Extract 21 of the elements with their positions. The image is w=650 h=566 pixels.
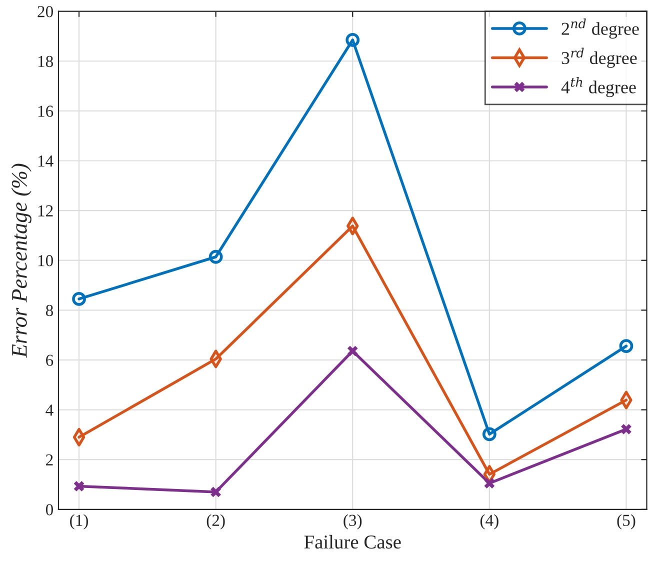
- x-tick-label: (1): [70, 514, 88, 530]
- legend-label: 3$^{rd}$ degree: [562, 48, 637, 68]
- x-tick-label: (2): [206, 514, 225, 530]
- y-tick-label: 10: [38, 255, 54, 266]
- y-tick-label: 18: [38, 56, 54, 68]
- y-tick-label: 8: [46, 304, 54, 316]
- y-tick-label: 4: [46, 404, 54, 416]
- x-tick-label: (3): [344, 514, 362, 530]
- x-tick-label: (4): [480, 514, 498, 530]
- y-tick-label: 16: [38, 106, 54, 117]
- y-tick-label: 14: [38, 156, 54, 167]
- y-tick-label: 0: [46, 504, 54, 516]
- y-tick-label: 12: [38, 205, 53, 216]
- x-tick-label: (5): [617, 514, 636, 530]
- legend-label: 4$^{th}$ degree: [561, 77, 636, 98]
- y-tick-label: 20: [38, 6, 54, 18]
- x-axis-title: Failure Case: [304, 534, 401, 549]
- y-tick-label: 6: [46, 354, 54, 366]
- legend-label: 2$^{nd}$ degree: [562, 18, 639, 39]
- y-axis-title: Error Percentage (%): [11, 164, 32, 358]
- y-tick-label: 2: [46, 454, 53, 466]
